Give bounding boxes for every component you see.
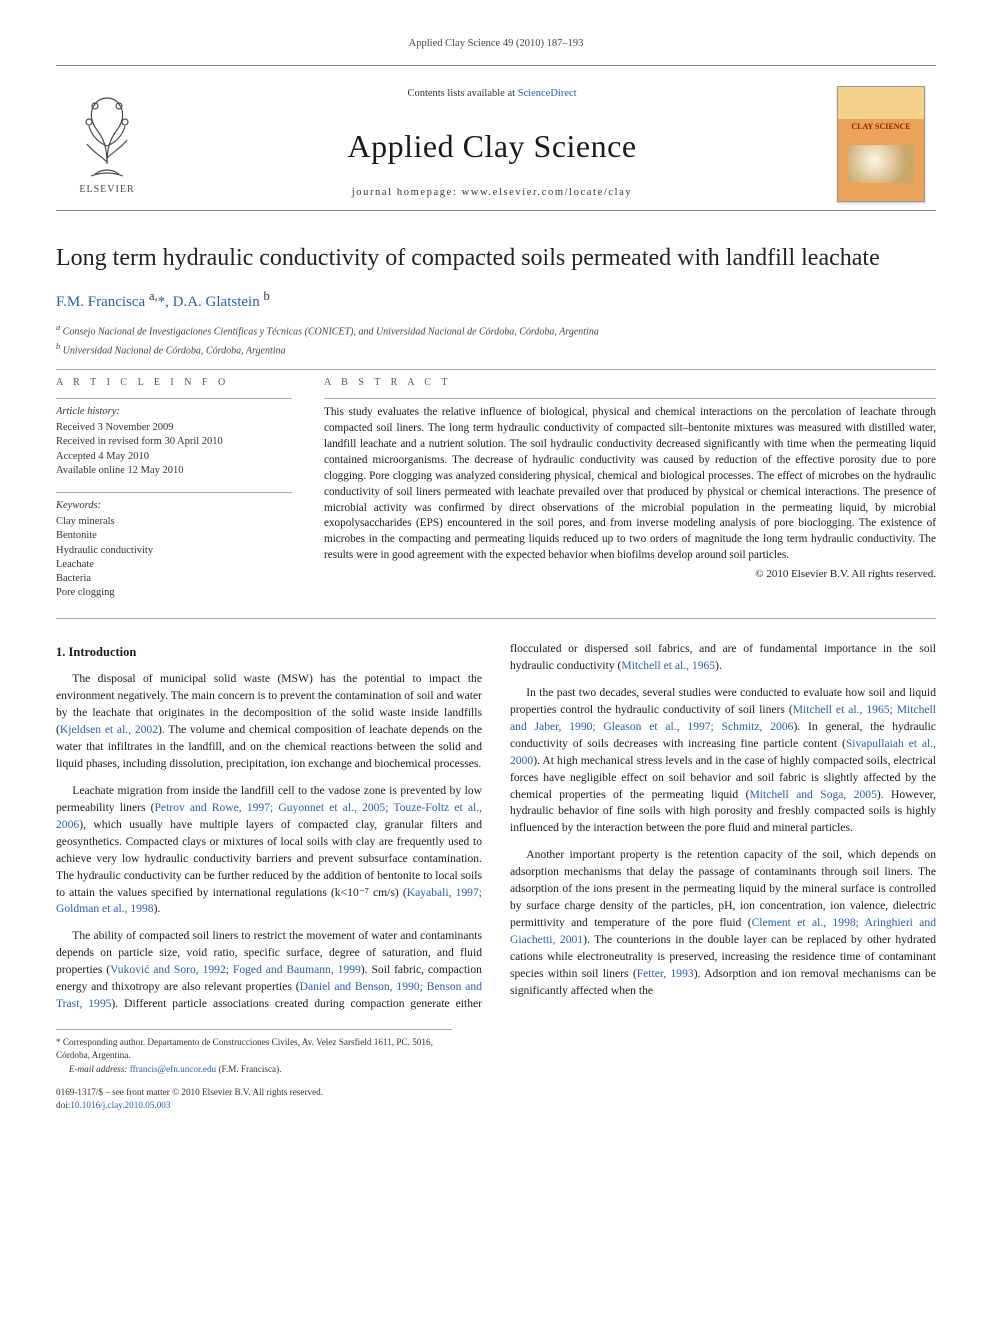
article-info-heading: A R T I C L E I N F O	[56, 376, 292, 391]
affil-text: Consejo Nacional de Investigaciones Cien…	[63, 326, 599, 337]
article-body: 1. Introduction The disposal of municipa…	[56, 641, 936, 1013]
history-label: Article history:	[56, 405, 292, 419]
sciencedirect-link[interactable]: ScienceDirect	[518, 88, 577, 99]
email-footnote: E-mail address: ffrancis@efn.uncor.edu (…	[56, 1063, 452, 1076]
contents-list-line: Contents lists available at ScienceDirec…	[152, 86, 832, 101]
divider	[324, 398, 936, 399]
abstract-heading: A B S T R A C T	[324, 376, 936, 391]
keyword: Bentonite	[56, 529, 292, 543]
publisher-logo: ELSEVIER	[56, 80, 152, 202]
email-owner: (F.M. Francisca).	[216, 1064, 281, 1074]
doi-link[interactable]: 10.1016/j.clay.2010.05.003	[70, 1100, 170, 1110]
article-title: Long term hydraulic conductivity of comp…	[56, 243, 936, 273]
keywords-label: Keywords:	[56, 499, 292, 513]
svg-text:ELSEVIER: ELSEVIER	[79, 184, 134, 195]
divider	[56, 492, 292, 493]
author-link[interactable]: , D.A. Glatstein	[165, 294, 263, 310]
doi-line: doi:10.1016/j.clay.2010.05.003	[56, 1099, 452, 1112]
section-heading-introduction: 1. Introduction	[56, 643, 482, 661]
journal-title: Applied Clay Science	[152, 123, 832, 169]
text-run: ).	[715, 659, 722, 672]
footnotes: * Corresponding author. Departamento de …	[56, 1029, 452, 1076]
authors-line: F.M. Francisca a,*, D.A. Glatstein b	[56, 287, 936, 314]
email-label: E-mail address:	[69, 1064, 128, 1074]
keyword: Clay minerals	[56, 515, 292, 529]
keyword: Hydraulic conductivity	[56, 544, 292, 558]
keyword: Bacteria	[56, 572, 292, 586]
abstract-text: This study evaluates the relative influe…	[324, 405, 936, 564]
journal-homepage: journal homepage: www.elsevier.com/locat…	[152, 185, 832, 200]
keywords: Keywords: Clay minerals Bentonite Hydrau…	[56, 492, 292, 600]
history-line: Accepted 4 May 2010	[56, 450, 292, 464]
doi-prefix: doi:	[56, 1100, 70, 1110]
body-paragraph: Another important property is the retent…	[510, 847, 936, 999]
contents-prefix: Contents lists available at	[407, 88, 517, 99]
keyword: Leachate	[56, 558, 292, 572]
text-run: ).	[154, 902, 161, 915]
divider	[56, 398, 292, 399]
citation-link[interactable]: Vuković and Soro, 1992; Foged and Bauman…	[110, 963, 361, 976]
divider	[56, 369, 936, 370]
affiliation-line: a Consejo Nacional de Investigaciones Ci…	[56, 322, 936, 340]
citation-link[interactable]: Fetter, 1993	[637, 967, 694, 980]
corresponding-author-footnote: * Corresponding author. Departamento de …	[56, 1036, 452, 1063]
affiliations: a Consejo Nacional de Investigaciones Ci…	[56, 322, 936, 359]
email-link[interactable]: ffrancis@efn.uncor.edu	[130, 1064, 216, 1074]
abstract-copyright: © 2010 Elsevier B.V. All rights reserved…	[324, 567, 936, 583]
affil-sup: a	[56, 323, 60, 332]
body-paragraph: In the past two decades, several studies…	[510, 685, 936, 837]
body-paragraph: The disposal of municipal solid waste (M…	[56, 671, 482, 773]
citation-link[interactable]: Kjeldsen et al., 2002	[60, 723, 158, 736]
author-affil-sup: b	[263, 289, 269, 303]
body-paragraph: Leachate migration from inside the landf…	[56, 783, 482, 918]
front-matter-line: 0169-1317/$ – see front matter © 2010 El…	[56, 1086, 452, 1099]
journal-masthead: ELSEVIER Contents lists available at Sci…	[56, 65, 936, 211]
keyword: Pore clogging	[56, 586, 292, 600]
citation-link[interactable]: Mitchell and Soga, 2005	[749, 788, 876, 801]
text-run: thixotropy are also relevant properties …	[112, 980, 300, 993]
author-link[interactable]: F.M. Francisca	[56, 294, 149, 310]
author-affil-sup: a,	[149, 289, 158, 303]
doi-block: 0169-1317/$ – see front matter © 2010 El…	[56, 1086, 452, 1113]
cover-image-icon	[848, 145, 914, 183]
journal-cover-thumbnail: CLAY SCIENCE	[837, 86, 925, 202]
cover-title: CLAY SCIENCE	[838, 123, 924, 132]
running-head: Applied Clay Science 49 (2010) 187–193	[56, 36, 936, 51]
divider	[56, 618, 936, 619]
affil-sup: b	[56, 342, 60, 351]
affiliation-line: b Universidad Nacional de Córdoba, Córdo…	[56, 341, 936, 359]
citation-link[interactable]: Mitchell et al., 1965	[621, 659, 715, 672]
article-history: Article history: Received 3 November 200…	[56, 405, 292, 478]
history-line: Received 3 November 2009	[56, 421, 292, 435]
affil-text: Universidad Nacional de Córdoba, Córdoba…	[63, 345, 286, 356]
history-line: Received in revised form 30 April 2010	[56, 435, 292, 449]
history-line: Available online 12 May 2010	[56, 464, 292, 478]
elsevier-tree-icon: ELSEVIER	[67, 86, 147, 198]
